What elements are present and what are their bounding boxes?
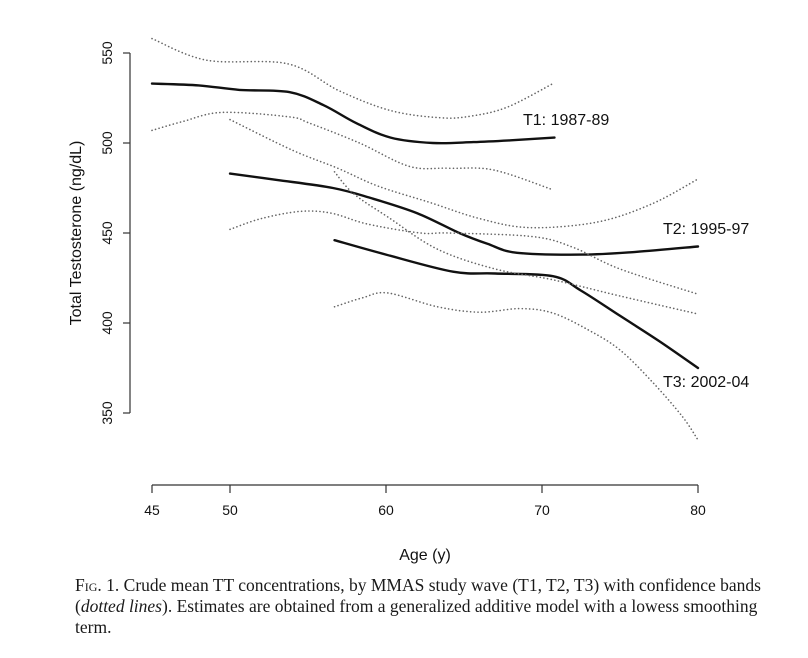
y-axis: 350 400 450 500 550 [99, 41, 131, 425]
caption-text-1: Crude mean TT concentrations, by MMAS st… [75, 575, 761, 616]
x-tick-label: 60 [378, 502, 394, 518]
x-tick-label: 45 [144, 502, 160, 518]
y-axis-title: Total Testosterone (ng/dL) [68, 141, 85, 326]
y-tick-label: 450 [99, 221, 115, 245]
x-tick-label: 80 [690, 502, 706, 518]
x-tick-label: 70 [534, 502, 550, 518]
caption-italic: dotted lines [80, 596, 162, 616]
caption-text-2: ). Estimates are obtained from a general… [75, 596, 758, 637]
y-tick-label: 550 [99, 41, 115, 65]
series-label: T1: 1987-89 [523, 112, 609, 129]
series-line-t3-2002-04 [333, 239, 700, 370]
y-tick-label: 350 [99, 401, 115, 425]
series-line-t1-1987-89 [150, 82, 556, 145]
figure-caption: Fig. 1. Crude mean TT concentrations, by… [75, 575, 775, 638]
confidence-band-t2-lower-band [229, 210, 699, 295]
series-layer [150, 37, 700, 441]
x-tick-label: 50 [222, 502, 238, 518]
y-tick-label: 500 [99, 131, 115, 155]
confidence-band-t2-upper-band [229, 118, 699, 229]
confidence-band-t1-upper-band [151, 37, 554, 119]
x-axis: 45 50 60 70 80 [144, 484, 706, 518]
confidence-band-t3-upper-band [333, 171, 699, 315]
series-label: T2: 1995-97 [663, 221, 749, 238]
confidence-band-t3-lower-band [333, 291, 699, 441]
confidence-band-t1-lower-band [151, 111, 554, 191]
y-tick-label: 400 [99, 311, 115, 335]
annotation-layer: T1: 1987-89 T2: 1995-97 T3: 2002-04 [523, 112, 749, 391]
figure-label: Fig. 1. [75, 575, 120, 595]
series-line-t2-1995-97 [228, 172, 700, 256]
x-axis-title: Age (y) [399, 547, 451, 564]
chart: 350 400 450 500 550 45 50 60 70 80 Total Testost… [68, 37, 749, 564]
series-label: T3: 2002-04 [663, 374, 749, 391]
